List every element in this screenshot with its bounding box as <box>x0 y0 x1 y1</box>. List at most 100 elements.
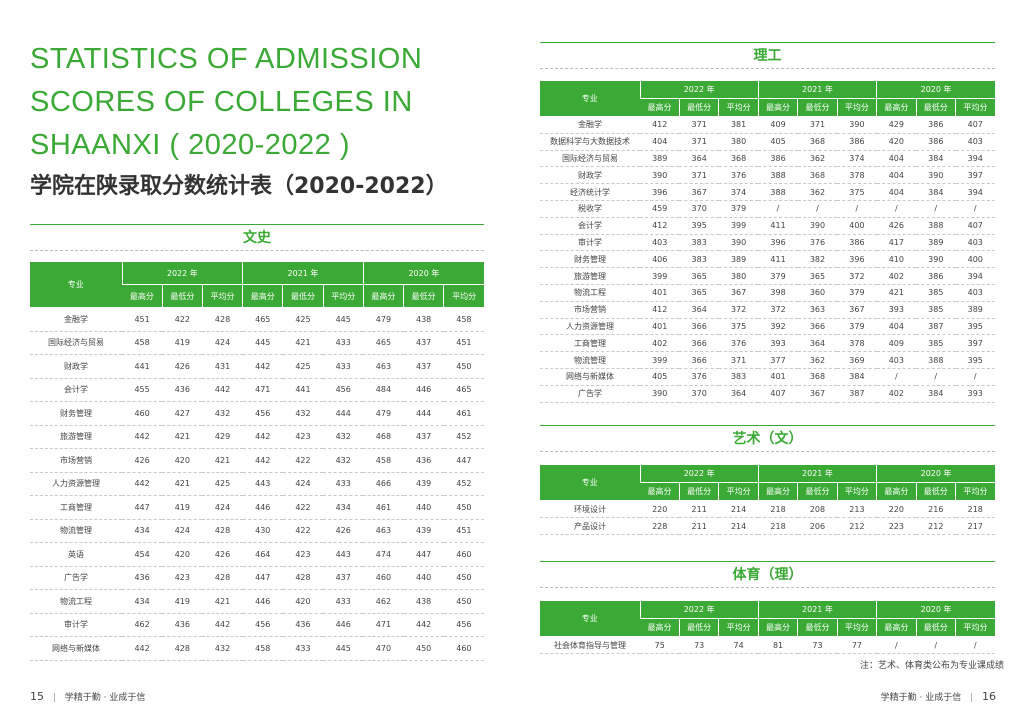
score-cell: 445 <box>242 331 283 355</box>
score-cell: 374 <box>837 150 877 168</box>
year-header-2021: 2021 年 <box>242 262 364 285</box>
table-row: 国际经济与贸易 458 419 424 445 421 433 465 437 451 <box>30 331 484 355</box>
score-cell: 441 <box>122 354 163 379</box>
table-row: 市场营销 412 364 372 372 363 367 393 385 389 <box>540 301 995 319</box>
score-cell: 421 <box>202 448 243 473</box>
score-cell: 411 <box>758 217 798 235</box>
score-cell: 462 <box>122 613 163 637</box>
score-cell: 459 <box>640 200 680 218</box>
major-name-cell: 网络与新媒体 <box>540 368 640 386</box>
score-cell: 364 <box>679 301 719 319</box>
score-cell: 419 <box>162 331 203 355</box>
table-row: 金融学 412 371 381 409 371 390 429 386 407 <box>540 116 995 134</box>
score-cell: 464 <box>242 542 283 567</box>
score-cell: 479 <box>363 307 404 332</box>
major-name-cell: 市场营销 <box>30 448 122 473</box>
score-cell: 442 <box>202 378 243 402</box>
score-cell: 362 <box>797 183 838 201</box>
score-cell: 362 <box>797 351 838 369</box>
score-cell: 366 <box>679 318 719 336</box>
score-cell: 386 <box>837 234 877 252</box>
score-subheader: 最低分 <box>161 284 203 308</box>
table-row: 社会体育指导与管理 75 73 74 81 73 77// / <box>540 636 995 654</box>
score-cell: 438 <box>403 589 444 614</box>
score-subheader: 最低分 <box>678 482 719 501</box>
major-name-cell: 物流工程 <box>30 589 122 614</box>
score-cell: 440 <box>403 566 444 590</box>
score-cell: 468 <box>363 425 404 449</box>
score-cell: 390 <box>916 250 956 269</box>
score-cell: 403 <box>955 234 995 252</box>
major-name-cell: 环境设计 <box>540 500 640 518</box>
score-cell: / <box>916 368 956 386</box>
score-cell: 456 <box>242 613 283 637</box>
score-cell: 395 <box>955 351 995 369</box>
major-name-cell: 物流工程 <box>540 284 640 302</box>
score-cell: 386 <box>837 133 877 151</box>
score-cell: 432 <box>282 401 324 426</box>
score-cell: 403 <box>876 351 917 369</box>
score-cell: 465 <box>443 378 484 402</box>
score-cell: 390 <box>837 116 877 134</box>
score-subheader: 最低分 <box>678 618 719 637</box>
score-subheader: 最高分 <box>757 618 798 637</box>
score-cell: 223 <box>876 517 917 535</box>
footer-slogan-left: 学精于勤 · 业成于信 <box>64 693 146 703</box>
score-cell: 451 <box>443 519 484 543</box>
score-cell: 213 <box>837 500 877 518</box>
score-cell: 73 <box>679 636 719 654</box>
score-subheader: 最低分 <box>403 284 444 308</box>
score-cell: 463 <box>363 354 404 379</box>
score-cell: 211 <box>679 500 719 518</box>
score-cell: 402 <box>876 385 917 403</box>
score-subheader: 平均分 <box>836 482 877 501</box>
table-row: 审计学 462 436 442 456 436 446 471 442 456 <box>30 613 484 637</box>
score-cell: 379 <box>758 267 798 285</box>
score-subheader: 平均分 <box>322 284 364 308</box>
score-cell: 371 <box>718 351 759 369</box>
score-cell: 411 <box>758 250 798 269</box>
score-cell: 394 <box>955 150 995 168</box>
score-cell: 442 <box>403 613 444 637</box>
score-cell: 417 <box>876 234 917 252</box>
score-cell: 437 <box>323 566 364 590</box>
score-cell: 368 <box>797 133 838 151</box>
section-header-yishu: 艺术（文） <box>540 425 995 452</box>
score-cell: 390 <box>797 217 838 235</box>
score-cell: 470 <box>363 636 404 661</box>
score-cell: 420 <box>162 448 203 473</box>
score-cell: 220 <box>640 500 680 518</box>
score-cell: 220 <box>876 500 917 518</box>
score-cell: 450 <box>443 566 484 590</box>
year-header-2022: 2022 年 <box>639 81 759 99</box>
tiyu-score-table: 专业 2022 年 2021 年 2020 年 最高分 最低分 平均分 最高分 最低分平… <box>540 601 995 654</box>
score-cell: 436 <box>162 378 203 402</box>
table-row: 会计学 412 395 399 411 390 400 426 388 407 <box>540 217 995 235</box>
score-cell: 364 <box>718 385 759 403</box>
score-cell: 412 <box>640 217 680 235</box>
score-cell: 425 <box>202 472 243 496</box>
score-cell: 439 <box>403 472 444 496</box>
score-cell: 407 <box>955 217 995 235</box>
score-cell: 366 <box>679 351 719 369</box>
score-subheader: 平均分 <box>718 98 759 117</box>
score-cell: 409 <box>758 116 798 134</box>
table-row: 工商管理 447 419 424 446 422 434 461 440 450 <box>30 495 484 520</box>
score-cell: 74 <box>718 636 759 654</box>
score-cell: 458 <box>242 636 283 661</box>
score-subheader: 最低分 <box>915 618 956 637</box>
score-cell: 412 <box>640 116 680 134</box>
score-cell: 445 <box>323 307 364 332</box>
score-cell: 428 <box>282 566 324 590</box>
section-title-yishu: 艺术（文） <box>732 431 803 447</box>
score-cell: 390 <box>640 385 680 403</box>
section-header-ligong: 理工 <box>540 42 995 69</box>
score-cell: 371 <box>679 166 719 185</box>
score-cell: 383 <box>718 368 759 386</box>
score-subheader: 最高分 <box>362 284 404 308</box>
score-cell: 419 <box>162 589 203 614</box>
section-header-wenshi: 文史 <box>30 224 484 251</box>
wenshi-score-table: 专业 2022 年 2021 年 2020 年 最高分 最低分 平均分 最高分 最低分平… <box>30 262 484 661</box>
score-cell: 385 <box>916 284 956 302</box>
score-cell: 428 <box>202 519 243 543</box>
